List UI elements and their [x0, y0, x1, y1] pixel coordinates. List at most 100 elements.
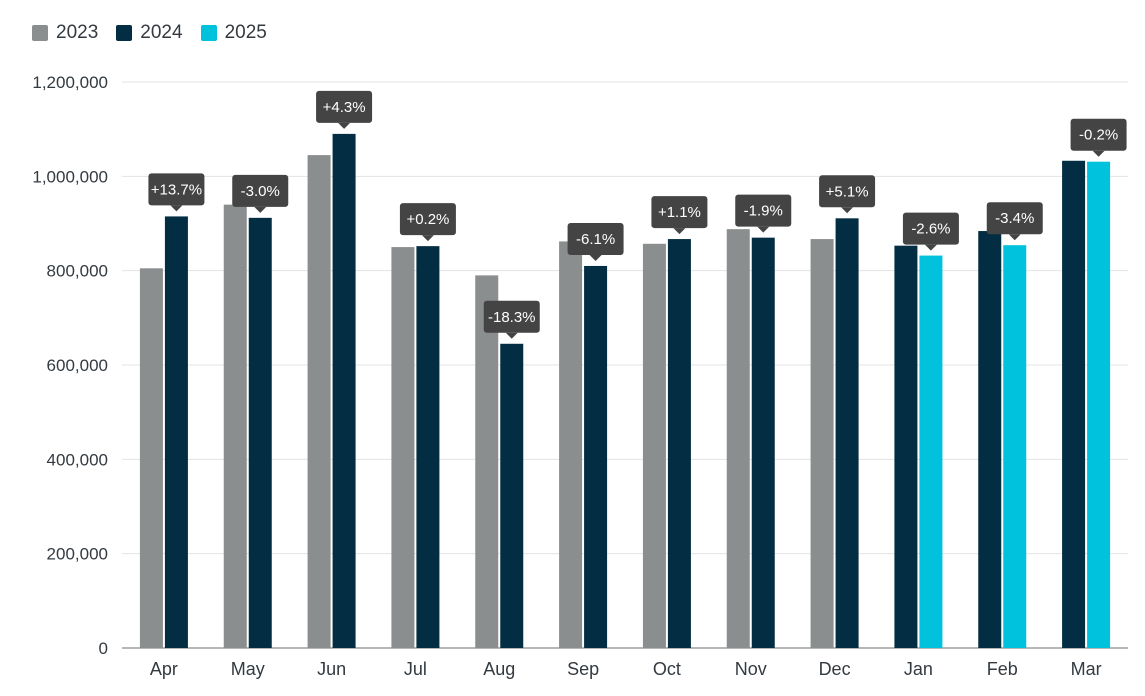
data-label: +4.3% [323, 99, 366, 116]
data-label: -2.6% [911, 221, 950, 238]
callout-pointer [924, 244, 937, 251]
callout-jun: +4.3% [316, 90, 373, 129]
callout-pointer [673, 228, 686, 235]
callout-jan: -2.6% [902, 212, 959, 251]
callout-pointer [589, 254, 602, 261]
x-tick-label: Oct [653, 659, 681, 679]
bar-2024-jun [332, 133, 356, 649]
legend-label-2023: 2023 [56, 22, 99, 43]
bar-2024-dec [835, 218, 859, 649]
x-tick-label: Jul [404, 659, 427, 679]
bar-2023-may [223, 204, 247, 648]
callout-box [986, 202, 1043, 235]
callout-pointer [1092, 150, 1105, 157]
callout-nov: -1.9% [735, 194, 792, 233]
x-tick-label: Mar [1071, 659, 1102, 679]
bar-2023-nov [726, 229, 750, 648]
data-label: +1.1% [658, 204, 701, 221]
y-tick-label: 200,000 [47, 545, 108, 564]
callout-jul: +0.2% [399, 203, 456, 242]
legend-swatch-2024 [116, 25, 133, 41]
legend-item-2023: 2023 [32, 22, 98, 44]
data-label: -3.0% [241, 183, 280, 200]
bar-2023-jul [391, 247, 415, 649]
bar-2023-jun [307, 155, 331, 648]
bar-2025-jan [919, 255, 943, 648]
callout-feb: -3.4% [986, 202, 1043, 241]
legend-swatch-2025 [200, 25, 217, 41]
x-tick-label: Sep [567, 659, 599, 679]
callout-pointer [170, 205, 183, 212]
callout-may: -3.0% [232, 174, 289, 213]
x-tick-label: Jan [904, 659, 933, 679]
callout-aug: -18.3% [483, 300, 540, 339]
bar-2023-sep [559, 241, 583, 648]
bar-2025-mar [1087, 161, 1111, 648]
x-tick-label: May [231, 659, 265, 679]
bar-2024-apr [164, 216, 188, 649]
data-label: +13.7% [151, 181, 202, 198]
data-label: -18.3% [488, 309, 536, 326]
legend-item-2025: 2025 [200, 22, 267, 44]
callout-box [735, 194, 792, 227]
bar-2023-apr [139, 268, 163, 648]
bar-2024-jul [416, 246, 440, 648]
y-tick-label: 1,000,000 [32, 167, 108, 186]
bar-2025-feb [1003, 245, 1027, 649]
bar-2024-nov [751, 237, 775, 648]
callout-apr: +13.7% [148, 173, 205, 212]
bar-2024-aug [500, 343, 524, 648]
x-tick-label: Jun [317, 659, 346, 679]
data-label: -6.1% [576, 231, 615, 248]
legend-label-2025: 2025 [224, 22, 267, 43]
legend-item-2024: 2024 [116, 22, 183, 44]
callout-box [819, 175, 876, 208]
data-label: +5.1% [826, 183, 869, 200]
bar-2023-aug [475, 275, 499, 648]
callout-box [567, 222, 624, 255]
callout-pointer [1008, 234, 1021, 241]
callout-box [902, 212, 959, 245]
bar-2023-oct [642, 243, 666, 648]
y-tick-label: 400,000 [47, 450, 108, 469]
bar-2024-may [248, 217, 272, 648]
callout-pointer [254, 206, 267, 213]
x-tick-label: Aug [483, 659, 515, 679]
x-tick-label: Feb [987, 659, 1018, 679]
y-tick-label: 1,200,000 [32, 73, 108, 92]
callout-box [651, 196, 708, 229]
callout-box [232, 174, 289, 207]
callout-pointer [421, 235, 434, 242]
y-tick-label: 600,000 [47, 356, 108, 375]
callout-pointer [505, 332, 518, 339]
x-tick-label: Dec [819, 659, 851, 679]
legend-swatch-2023 [32, 25, 48, 41]
callout-box [316, 90, 373, 123]
bar-2023-dec [810, 239, 834, 648]
callout-pointer [841, 207, 854, 214]
data-label: +0.2% [406, 211, 449, 228]
callout-pointer [338, 122, 351, 129]
bar-2024-feb [978, 231, 1002, 648]
y-tick-label: 0 [99, 639, 108, 658]
callout-mar: -0.2% [1070, 118, 1127, 157]
x-tick-label: Nov [735, 659, 767, 679]
callout-box [399, 203, 456, 236]
bar-2024-mar [1062, 160, 1086, 649]
bar-2024-sep [584, 265, 608, 648]
callout-box [1070, 118, 1127, 151]
data-label: -3.4% [995, 210, 1034, 227]
data-label: -0.2% [1079, 127, 1118, 144]
callout-box [483, 300, 540, 333]
callout-dec: +5.1% [819, 175, 876, 214]
callout-pointer [757, 226, 770, 233]
callout-sep: -6.1% [567, 222, 624, 261]
callout-oct: +1.1% [651, 196, 708, 235]
data-label: -1.9% [744, 203, 783, 220]
bar-2024-jan [894, 245, 918, 648]
legend: 2023 2024 2025 [32, 22, 267, 44]
x-tick-label: Apr [150, 659, 178, 679]
legend-label-2024: 2024 [140, 22, 183, 43]
